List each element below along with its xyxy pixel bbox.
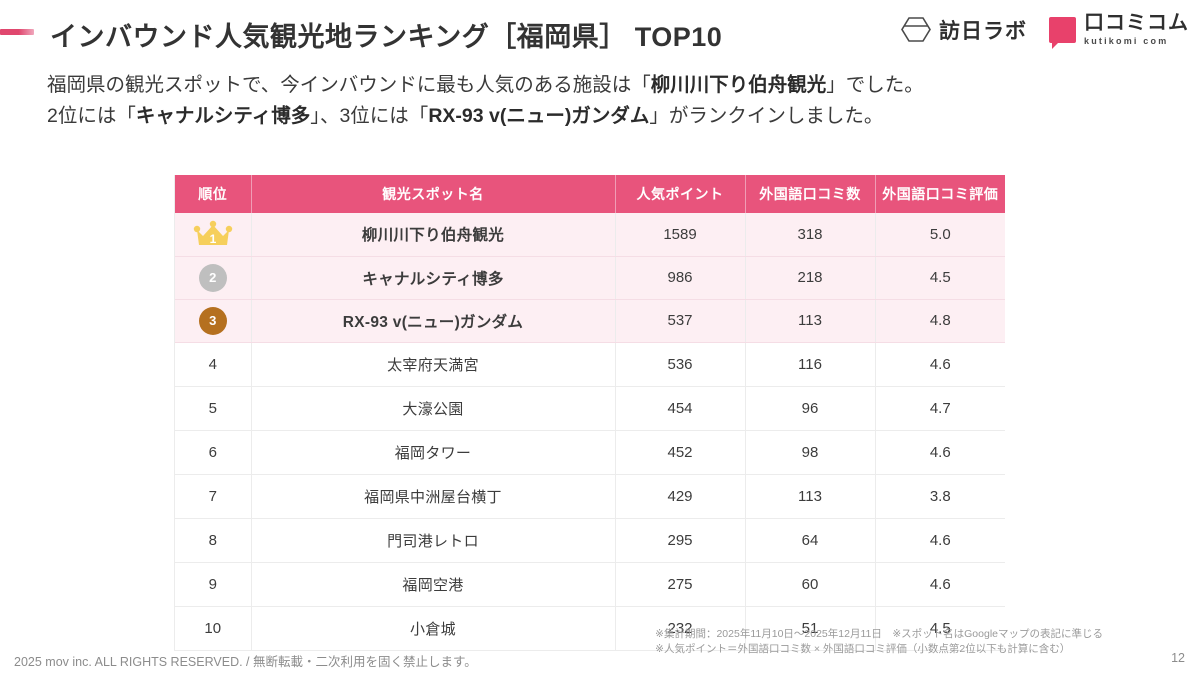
rank-number: 9 xyxy=(208,575,217,593)
cell-points: 537 xyxy=(615,299,746,343)
cell-review-count: 96 xyxy=(745,386,876,431)
column-header-rank: 順位 xyxy=(175,175,252,213)
rank-number: 4 xyxy=(208,355,217,373)
cell-rank: 4 xyxy=(175,342,252,387)
summary-paragraph: 福岡県の観光スポットで、今インバウンドに最も人気のある施設は「柳川川下り伯舟観光… xyxy=(47,70,1157,132)
cell-spot-name: 大濠公園 xyxy=(251,386,616,431)
cell-spot-name: RX-93 v(ニュー)ガンダム xyxy=(251,299,616,343)
cell-rank: 1 xyxy=(175,213,252,257)
cell-spot-name: 柳川川下り伯舟観光 xyxy=(251,213,616,257)
cell-review-score: 4.6 xyxy=(875,342,1005,387)
cell-review-count: 64 xyxy=(745,518,876,563)
cell-rank: 9 xyxy=(175,562,252,607)
rank-number: 5 xyxy=(208,399,217,417)
logo-group: 訪日ラボ 口コミコム kutikomi com xyxy=(901,13,1189,49)
cell-rank: 10 xyxy=(175,606,252,651)
table-row: 7 福岡県中洲屋台横丁 429 113 3.8 xyxy=(175,474,1005,519)
copyright-text: 2025 mov inc. ALL RIGHTS RESERVED. / 無断転… xyxy=(14,655,477,669)
bronze-medal-icon: 3 xyxy=(198,306,227,335)
cell-review-count: 116 xyxy=(745,342,876,387)
rank-number: 8 xyxy=(208,531,217,549)
cell-review-count: 60 xyxy=(745,562,876,607)
cell-review-score: 4.5 xyxy=(875,256,1005,300)
table-row: 8 門司港レトロ 295 64 4.6 xyxy=(175,518,1005,563)
cell-spot-name: 小倉城 xyxy=(251,606,616,651)
cell-review-score: 4.6 xyxy=(875,518,1005,563)
rank-number: 10 xyxy=(204,619,222,637)
accent-dash-decoration xyxy=(0,29,34,35)
cell-spot-name: キャナルシティ博多 xyxy=(251,256,616,300)
cell-review-count: 113 xyxy=(745,299,876,343)
cell-points: 1589 xyxy=(615,213,746,257)
summary-line-2: 2位には「キャナルシティ博多」、3位には「RX-93 v(ニュー)ガンダム」がラ… xyxy=(47,105,884,127)
column-header-score: 外国語口コミ評価 xyxy=(875,175,1005,213)
table-row: 2 キャナルシティ博多 986 218 4.5 xyxy=(175,256,1005,300)
table-row: 4 太宰府天満宮 536 116 4.6 xyxy=(175,342,1005,387)
cell-review-score: 4.5 xyxy=(875,606,1005,651)
page-number: 12 xyxy=(1171,651,1185,665)
table-header: 順位 観光スポット名 人気ポイント 外国語口コミ数 外国語口コミ評価 xyxy=(175,175,1005,213)
cell-review-score: 3.8 xyxy=(875,474,1005,519)
column-header-reviews: 外国語口コミ数 xyxy=(745,175,876,213)
cell-review-count: 318 xyxy=(745,213,876,257)
svg-text:1: 1 xyxy=(209,232,216,246)
cell-review-score: 4.7 xyxy=(875,386,1005,431)
cell-rank: 6 xyxy=(175,430,252,475)
cell-rank: 2 xyxy=(175,256,252,300)
column-header-spot: 観光スポット名 xyxy=(251,175,616,213)
cell-points: 986 xyxy=(615,256,746,300)
cell-rank: 8 xyxy=(175,518,252,563)
table-row: 3 RX-93 v(ニュー)ガンダム 537 113 4.8 xyxy=(175,299,1005,343)
crown-icon: 1 xyxy=(193,221,232,246)
silver-medal-icon: 2 xyxy=(198,263,227,292)
cell-points: 454 xyxy=(615,386,746,431)
table-row: 6 福岡タワー 452 98 4.6 xyxy=(175,430,1005,475)
hexagon-icon xyxy=(901,16,931,43)
cell-points: 452 xyxy=(615,430,746,475)
kuchikomi-com-logo: 口コミコム kutikomi com xyxy=(1049,13,1189,49)
table-row: 1 柳川川下り伯舟観光 1589 318 5.0 xyxy=(175,213,1005,257)
table-row: 9 福岡空港 275 60 4.6 xyxy=(175,562,1005,607)
cell-review-score: 4.8 xyxy=(875,299,1005,343)
cell-spot-name: 福岡空港 xyxy=(251,562,616,607)
cell-points: 295 xyxy=(615,518,746,563)
cell-review-count: 51 xyxy=(745,606,876,651)
table-row: 10 小倉城 232 51 4.5 xyxy=(175,606,1005,651)
table-header-row: 順位 観光スポット名 人気ポイント 外国語口コミ数 外国語口コミ評価 xyxy=(175,175,1005,213)
cell-spot-name: 福岡県中洲屋台横丁 xyxy=(251,474,616,519)
kuchikomi-sub-label: kutikomi com xyxy=(1084,36,1169,46)
rank-number: 7 xyxy=(208,487,217,505)
ranking-table: 順位 観光スポット名 人気ポイント 外国語口コミ数 外国語口コミ評価 1 柳川川下… xyxy=(175,175,1005,651)
kuchikomi-wordmark: 口コミコム kutikomi com xyxy=(1084,13,1189,46)
speech-bubble-icon xyxy=(1049,16,1076,49)
cell-rank: 3 xyxy=(175,299,252,343)
ranking-table-container: 順位 観光スポット名 人気ポイント 外国語口コミ数 外国語口コミ評価 1 柳川川下… xyxy=(174,175,1005,651)
footnotes: ※集計期間：2025年11月10日〜2025年12月11日 ※スポット名はGoo… xyxy=(655,628,1103,655)
cell-points: 275 xyxy=(615,562,746,607)
cell-points: 429 xyxy=(615,474,746,519)
cell-points: 232 xyxy=(615,606,746,651)
hojo-lab-label: 訪日ラボ xyxy=(939,19,1027,43)
cell-rank: 5 xyxy=(175,386,252,431)
rank-number: 6 xyxy=(208,443,217,461)
cell-review-count: 113 xyxy=(745,474,876,519)
table-row: 5 大濠公園 454 96 4.7 xyxy=(175,386,1005,431)
cell-review-score: 5.0 xyxy=(875,213,1005,257)
cell-spot-name: 福岡タワー xyxy=(251,430,616,475)
cell-spot-name: 太宰府天満宮 xyxy=(251,342,616,387)
table-body: 1 柳川川下り伯舟観光 1589 318 5.0 2 キャナルシティ博多 986 218 4.5 3… xyxy=(175,213,1005,651)
cell-review-count: 98 xyxy=(745,430,876,475)
page-title: インバウンド人気観光地ランキング［福岡県］ TOP10 xyxy=(50,22,723,52)
cell-points: 536 xyxy=(615,342,746,387)
kuchikomi-main-label: 口コミコム xyxy=(1084,12,1189,34)
cell-review-score: 4.6 xyxy=(875,430,1005,475)
cell-spot-name: 門司港レトロ xyxy=(251,518,616,563)
cell-review-score: 4.6 xyxy=(875,562,1005,607)
cell-review-count: 218 xyxy=(745,256,876,300)
cell-rank: 7 xyxy=(175,474,252,519)
hojo-lab-logo: 訪日ラボ xyxy=(901,15,1027,45)
summary-line-1: 福岡県の観光スポットで、今インバウンドに最も人気のある施設は「柳川川下り伯舟観光… xyxy=(47,74,924,96)
column-header-points: 人気ポイント xyxy=(615,175,746,213)
